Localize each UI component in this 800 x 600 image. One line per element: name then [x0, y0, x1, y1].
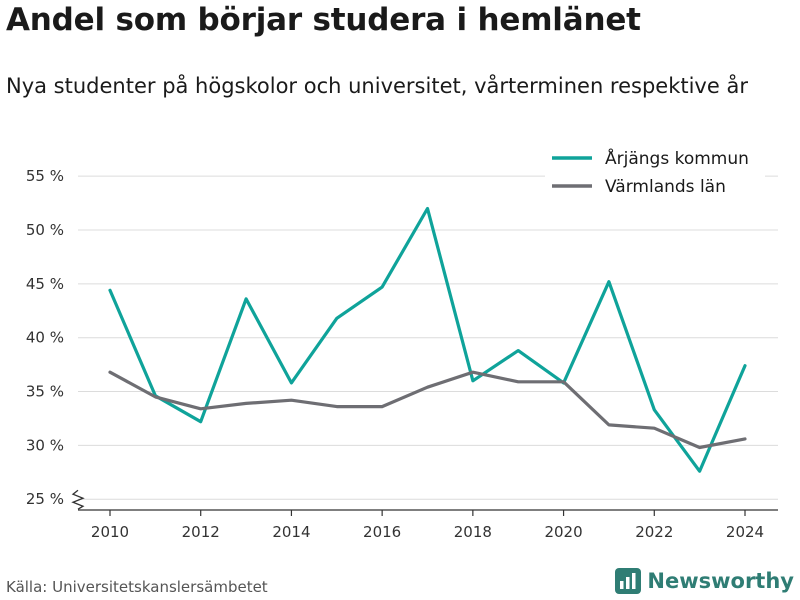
chart-subtitle: Nya studenter på högskolor och universit… [6, 74, 748, 98]
y-tick-label: 40 % [26, 329, 64, 347]
y-tick-label: 30 % [26, 436, 64, 454]
y-tick-label: 50 % [26, 221, 64, 239]
x-tick-label: 2014 [272, 523, 310, 541]
y-tick-label: 55 % [26, 167, 64, 185]
bar-chart-logo-icon [615, 568, 642, 594]
series-line-arjang [108, 206, 747, 473]
x-tick-label: 2016 [363, 523, 401, 541]
y-tick-label: 45 % [26, 275, 64, 293]
series-line-varmland [108, 370, 747, 450]
source-note: Källa: Universitetskanslersämbetet [6, 578, 268, 596]
x-tick-label: 2022 [635, 523, 673, 541]
y-axis-break-icon [71, 489, 85, 510]
gridlines [78, 175, 778, 500]
x-tick-label: 2020 [544, 523, 582, 541]
brand-logo[interactable]: Newsworthy [615, 568, 794, 594]
chart-title: Andel som börjar studera i hemlänet [6, 2, 641, 38]
legend-label: Årjängs kommun [605, 147, 749, 169]
legend-label: Värmlands län [605, 177, 726, 197]
series-lines [108, 206, 747, 473]
y-tick-label: 25 % [26, 490, 64, 508]
y-tick-label: 35 % [26, 383, 64, 401]
legend: Årjängs kommun Värmlands län [545, 142, 765, 202]
legend-background [545, 142, 765, 202]
x-tick-label: 2024 [726, 523, 764, 541]
brand-name: Newsworthy [647, 569, 794, 593]
x-tick-label: 2010 [91, 523, 129, 541]
x-tick-label: 2018 [454, 523, 492, 541]
y-axis-ticks: 25 % 30 % 35 % 40 % 45 % 50 % 55 % [26, 167, 85, 510]
x-tick-label: 2012 [182, 523, 220, 541]
x-axis: 2010 2012 2014 2016 2018 2020 2022 2024 [78, 509, 778, 541]
